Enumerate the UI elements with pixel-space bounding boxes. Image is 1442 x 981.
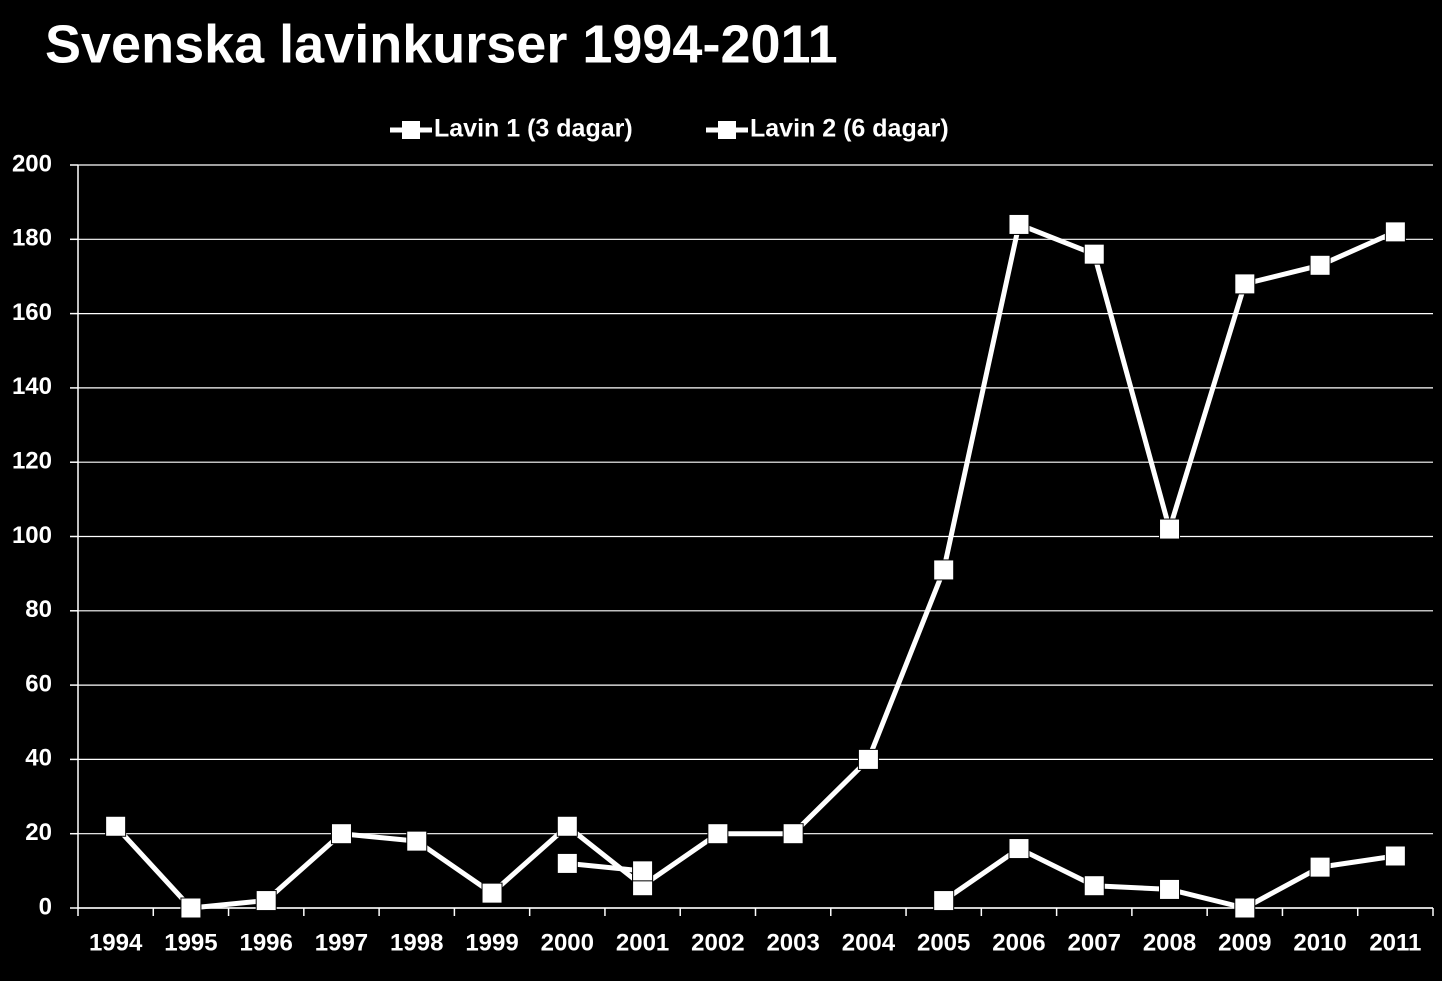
marker xyxy=(180,897,202,919)
x-tick-label: 2008 xyxy=(1143,929,1196,956)
y-tick-label: 60 xyxy=(25,670,52,697)
series-line xyxy=(567,846,1396,911)
marker xyxy=(1159,518,1181,540)
marker xyxy=(933,890,955,912)
marker xyxy=(1008,213,1030,235)
marker xyxy=(1234,897,1256,919)
marker xyxy=(481,882,503,904)
y-tick-label: 200 xyxy=(12,150,52,177)
marker xyxy=(857,748,879,770)
x-tick-label: 1994 xyxy=(89,929,143,956)
marker xyxy=(330,823,352,845)
marker xyxy=(1309,254,1331,276)
marker xyxy=(406,830,428,852)
x-tick-label: 2005 xyxy=(917,929,970,956)
y-tick-label: 180 xyxy=(12,225,52,252)
y-tick-label: 20 xyxy=(25,819,52,846)
marker xyxy=(782,823,804,845)
series-line xyxy=(113,221,1397,911)
x-tick-label: 2000 xyxy=(541,929,594,956)
marker xyxy=(933,559,955,581)
x-tick-label: 1995 xyxy=(164,929,217,956)
marker xyxy=(1384,221,1406,243)
x-tick-label: 2006 xyxy=(992,929,1045,956)
x-tick-label: 2007 xyxy=(1068,929,1121,956)
x-tick-label: 2011 xyxy=(1369,929,1421,956)
marker xyxy=(1008,838,1030,860)
y-tick-label: 160 xyxy=(12,299,52,326)
y-tick-label: 40 xyxy=(25,745,52,772)
y-tick-label: 100 xyxy=(12,522,52,549)
marker xyxy=(1083,243,1105,265)
y-tick-label: 0 xyxy=(39,893,52,920)
marker xyxy=(1384,845,1406,867)
marker xyxy=(105,815,127,837)
marker xyxy=(556,815,578,837)
legend-label: Lavin 2 (6 dagar) xyxy=(750,115,949,143)
y-tick-label: 120 xyxy=(12,448,52,475)
x-tick-label: 2001 xyxy=(616,929,669,956)
y-tick-label: 140 xyxy=(12,373,52,400)
x-tick-label: 1998 xyxy=(390,929,443,956)
x-tick-label: 2010 xyxy=(1293,929,1346,956)
marker xyxy=(1234,273,1256,295)
x-tick-label: 2003 xyxy=(766,929,819,956)
chart-title: Svenska lavinkurser 1994-2011 xyxy=(45,14,838,74)
marker xyxy=(1083,875,1105,897)
marker xyxy=(1159,878,1181,900)
legend-marker xyxy=(402,121,420,139)
x-tick-label: 2004 xyxy=(842,929,896,956)
legend-label: Lavin 1 (3 dagar) xyxy=(434,115,633,143)
y-tick-label: 80 xyxy=(25,596,52,623)
x-tick-label: 1996 xyxy=(239,929,292,956)
marker xyxy=(707,823,729,845)
x-tick-label: 1997 xyxy=(315,929,368,956)
marker xyxy=(632,860,654,882)
x-tick-label: 2002 xyxy=(691,929,744,956)
x-tick-label: 2009 xyxy=(1218,929,1271,956)
marker xyxy=(255,890,277,912)
marker xyxy=(556,852,578,874)
marker xyxy=(1309,856,1331,878)
legend-marker xyxy=(718,121,736,139)
x-tick-label: 1999 xyxy=(465,929,518,956)
